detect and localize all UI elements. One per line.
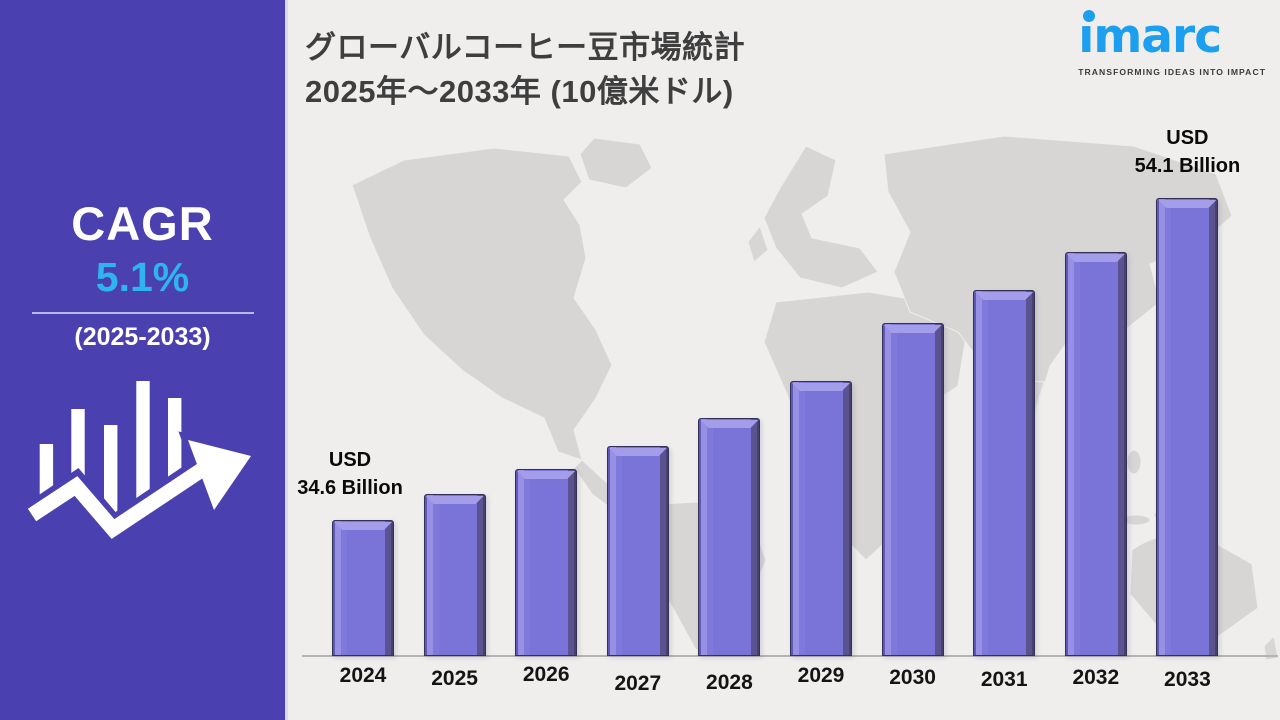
chart-title-line1: グローバルコーヒー豆市場統計 (305, 30, 746, 65)
year-label-2024: 2024 (339, 664, 387, 687)
imarc-tagline: TRANSFORMING IDEAS INTO IMPACT (1078, 67, 1266, 78)
x-axis-baseline (302, 655, 1278, 657)
year-label-2030: 2030 (889, 666, 936, 689)
year-label-2028: 2028 (706, 671, 753, 694)
cagr-label: CAGR (71, 197, 214, 250)
year-label-2026: 2026 (522, 663, 570, 686)
bar-2032 (1064, 252, 1127, 656)
cagr-divider (31, 312, 254, 314)
year-label-2032: 2032 (1072, 666, 1120, 689)
imarc-wordmark: ımarc (1078, 9, 1222, 64)
bar-2031 (973, 290, 1036, 656)
bar-2028 (698, 418, 761, 656)
chart-title: グローバルコーヒー豆市場統計 2025年～2033年 (10億米ドル) (305, 26, 745, 114)
chart-title-line2: 2025年～2033年 (10億米ドル) (305, 74, 734, 109)
bar-2026 (515, 469, 578, 656)
value-label-2024: USD 34.6 Billion (297, 449, 403, 499)
value-label-2033: USD 54.1 Billion (1134, 127, 1241, 177)
bar-2029 (790, 381, 852, 656)
year-label-2025: 2025 (431, 667, 478, 690)
world-map (351, 135, 1279, 660)
cagr-panel: CAGR 5.1% (2025-2033) (0, 0, 288, 720)
bar-2024 (332, 520, 394, 656)
imarc-logo: ımarc TRANSFORMING IDEAS INTO IMPACT (1078, 6, 1266, 77)
bar-2027 (606, 446, 669, 656)
bar-2025 (423, 494, 486, 656)
cagr-period: (2025-2033) (74, 323, 211, 351)
chart-canvas: グローバルコーヒー豆市場統計 2025年～2033年 (10億米ドル) ımar… (288, 0, 1280, 720)
year-label-2033: 2033 (1164, 668, 1211, 691)
year-label-2027: 2027 (614, 672, 662, 695)
year-label-2029: 2029 (797, 664, 845, 687)
bar-2033 (1156, 198, 1219, 656)
growth-chart-arrow-icon (23, 381, 261, 548)
bar-2030 (881, 323, 944, 656)
logo-i-dot-icon (1083, 10, 1096, 22)
cagr-value: 5.1% (95, 254, 190, 300)
year-label-2031: 2031 (980, 668, 1028, 691)
